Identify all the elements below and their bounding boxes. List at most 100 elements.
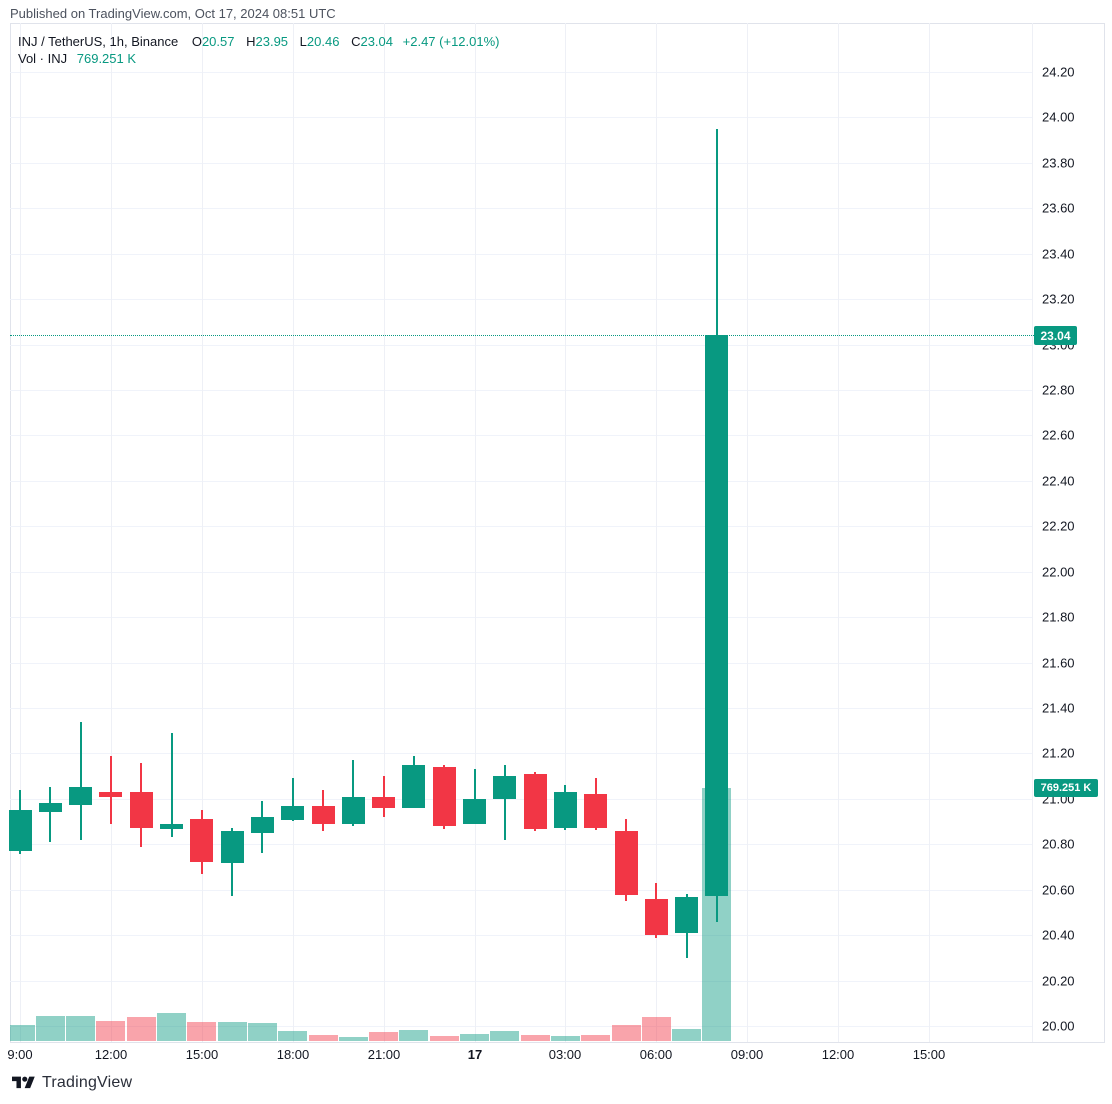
gridline-vertical xyxy=(929,23,930,1042)
gridline-horizontal xyxy=(10,526,1032,527)
candle-wick xyxy=(504,765,506,840)
gridline-vertical xyxy=(293,23,294,1042)
chart-border-right xyxy=(1104,23,1105,1042)
volume-bar xyxy=(551,1036,580,1041)
gridline-horizontal xyxy=(10,981,1032,982)
close-value: 23.04 xyxy=(360,34,394,49)
candle-body xyxy=(99,792,122,797)
candle-body xyxy=(9,810,32,851)
gridline-vertical xyxy=(656,23,657,1042)
volume-bar xyxy=(369,1032,398,1041)
gridline-horizontal xyxy=(10,799,1032,800)
tradingview-wordmark: TradingView xyxy=(42,1074,133,1091)
published-caption: Published on TradingView.com, Oct 17, 20… xyxy=(10,6,336,21)
gridline-horizontal xyxy=(10,844,1032,845)
candle-body xyxy=(190,819,213,862)
volume-bar xyxy=(521,1035,550,1041)
volume-bar xyxy=(309,1035,338,1041)
candle-body xyxy=(251,817,274,833)
gridline-horizontal xyxy=(10,163,1032,164)
volume-bar xyxy=(96,1021,125,1041)
candle-body xyxy=(221,831,244,863)
gridline-horizontal xyxy=(10,390,1032,391)
volume-bar xyxy=(248,1023,277,1041)
tradingview-attribution[interactable]: TradingView xyxy=(12,1074,132,1092)
legend-volume-row: Vol · INJ 769.251 K xyxy=(18,50,500,67)
volume-bar xyxy=(36,1016,65,1041)
open-label: O xyxy=(191,34,202,49)
candle-wick xyxy=(80,722,82,840)
volume-bar xyxy=(430,1036,459,1041)
gridline-horizontal xyxy=(10,572,1032,573)
gridline-horizontal xyxy=(10,345,1032,346)
legend-ohlc-row: INJ / TetherUS, 1h, Binance O20.57 H23.9… xyxy=(18,33,500,50)
volume-bar xyxy=(187,1022,216,1041)
gridline-vertical xyxy=(747,23,748,1042)
candle-body xyxy=(281,806,304,820)
volume-badge: 769.251 K xyxy=(1034,779,1098,797)
high-value: 23.95 xyxy=(255,34,289,49)
price-axis-separator xyxy=(1032,23,1033,1042)
gridline-horizontal xyxy=(10,254,1032,255)
candle-wick xyxy=(292,778,294,821)
candle-body xyxy=(675,897,698,933)
candle-wick xyxy=(49,787,51,842)
low-label: L xyxy=(299,34,307,49)
gridline-horizontal xyxy=(10,890,1032,891)
open-value: 20.57 xyxy=(201,34,235,49)
chart-border-left xyxy=(10,23,11,1042)
volume-bar xyxy=(339,1037,368,1041)
gridline-horizontal xyxy=(10,1026,1032,1027)
gridline-horizontal xyxy=(10,208,1032,209)
candle-wick xyxy=(352,760,354,826)
volume-bar xyxy=(581,1035,610,1041)
candle-wick xyxy=(171,733,173,837)
gridline-vertical xyxy=(202,23,203,1042)
volume-bar xyxy=(490,1031,519,1041)
gridline-horizontal xyxy=(10,935,1032,936)
volume-bar xyxy=(642,1017,671,1041)
close-label: C xyxy=(351,34,361,49)
gridline-vertical xyxy=(111,23,112,1042)
candle-body xyxy=(493,776,516,799)
gridline-horizontal xyxy=(10,617,1032,618)
symbol-title: INJ / TetherUS, 1h, Binance xyxy=(18,34,179,49)
chart-border-top xyxy=(10,23,1105,24)
candle-body xyxy=(433,767,456,826)
candle-body xyxy=(39,803,62,812)
volume-bar xyxy=(218,1022,247,1041)
low-value: 20.46 xyxy=(306,34,340,49)
gridline-horizontal xyxy=(10,663,1032,664)
candle-body xyxy=(615,831,638,895)
candle-wick xyxy=(383,776,385,817)
candle-body xyxy=(554,792,577,828)
volume-bar xyxy=(10,1025,35,1041)
gridline-horizontal xyxy=(10,481,1032,482)
candle-body xyxy=(463,799,486,824)
candle-wick xyxy=(474,769,476,824)
gridline-horizontal xyxy=(10,753,1032,754)
volume-bar xyxy=(460,1034,489,1041)
candle-body xyxy=(402,765,425,808)
candle-body xyxy=(160,824,183,829)
candle-body xyxy=(584,794,607,828)
gridline-vertical xyxy=(565,23,566,1042)
candle-body xyxy=(130,792,153,828)
gridline-horizontal xyxy=(10,117,1032,118)
gridline-horizontal xyxy=(10,435,1032,436)
volume-value: 769.251 K xyxy=(76,51,137,66)
volume-bar xyxy=(127,1017,156,1041)
symbol-legend: INJ / TetherUS, 1h, Binance O20.57 H23.9… xyxy=(18,33,500,67)
gridline-vertical xyxy=(475,23,476,1042)
candle-body xyxy=(372,797,395,808)
volume-bar xyxy=(612,1025,641,1041)
gridline-vertical xyxy=(838,23,839,1042)
candle-body xyxy=(705,335,728,896)
gridline-vertical xyxy=(20,23,21,1042)
change-value: +2.47 (+12.01%) xyxy=(402,34,500,49)
time-axis-line xyxy=(10,1042,1105,1043)
candle-wick xyxy=(110,756,112,824)
candle-body xyxy=(645,899,668,935)
